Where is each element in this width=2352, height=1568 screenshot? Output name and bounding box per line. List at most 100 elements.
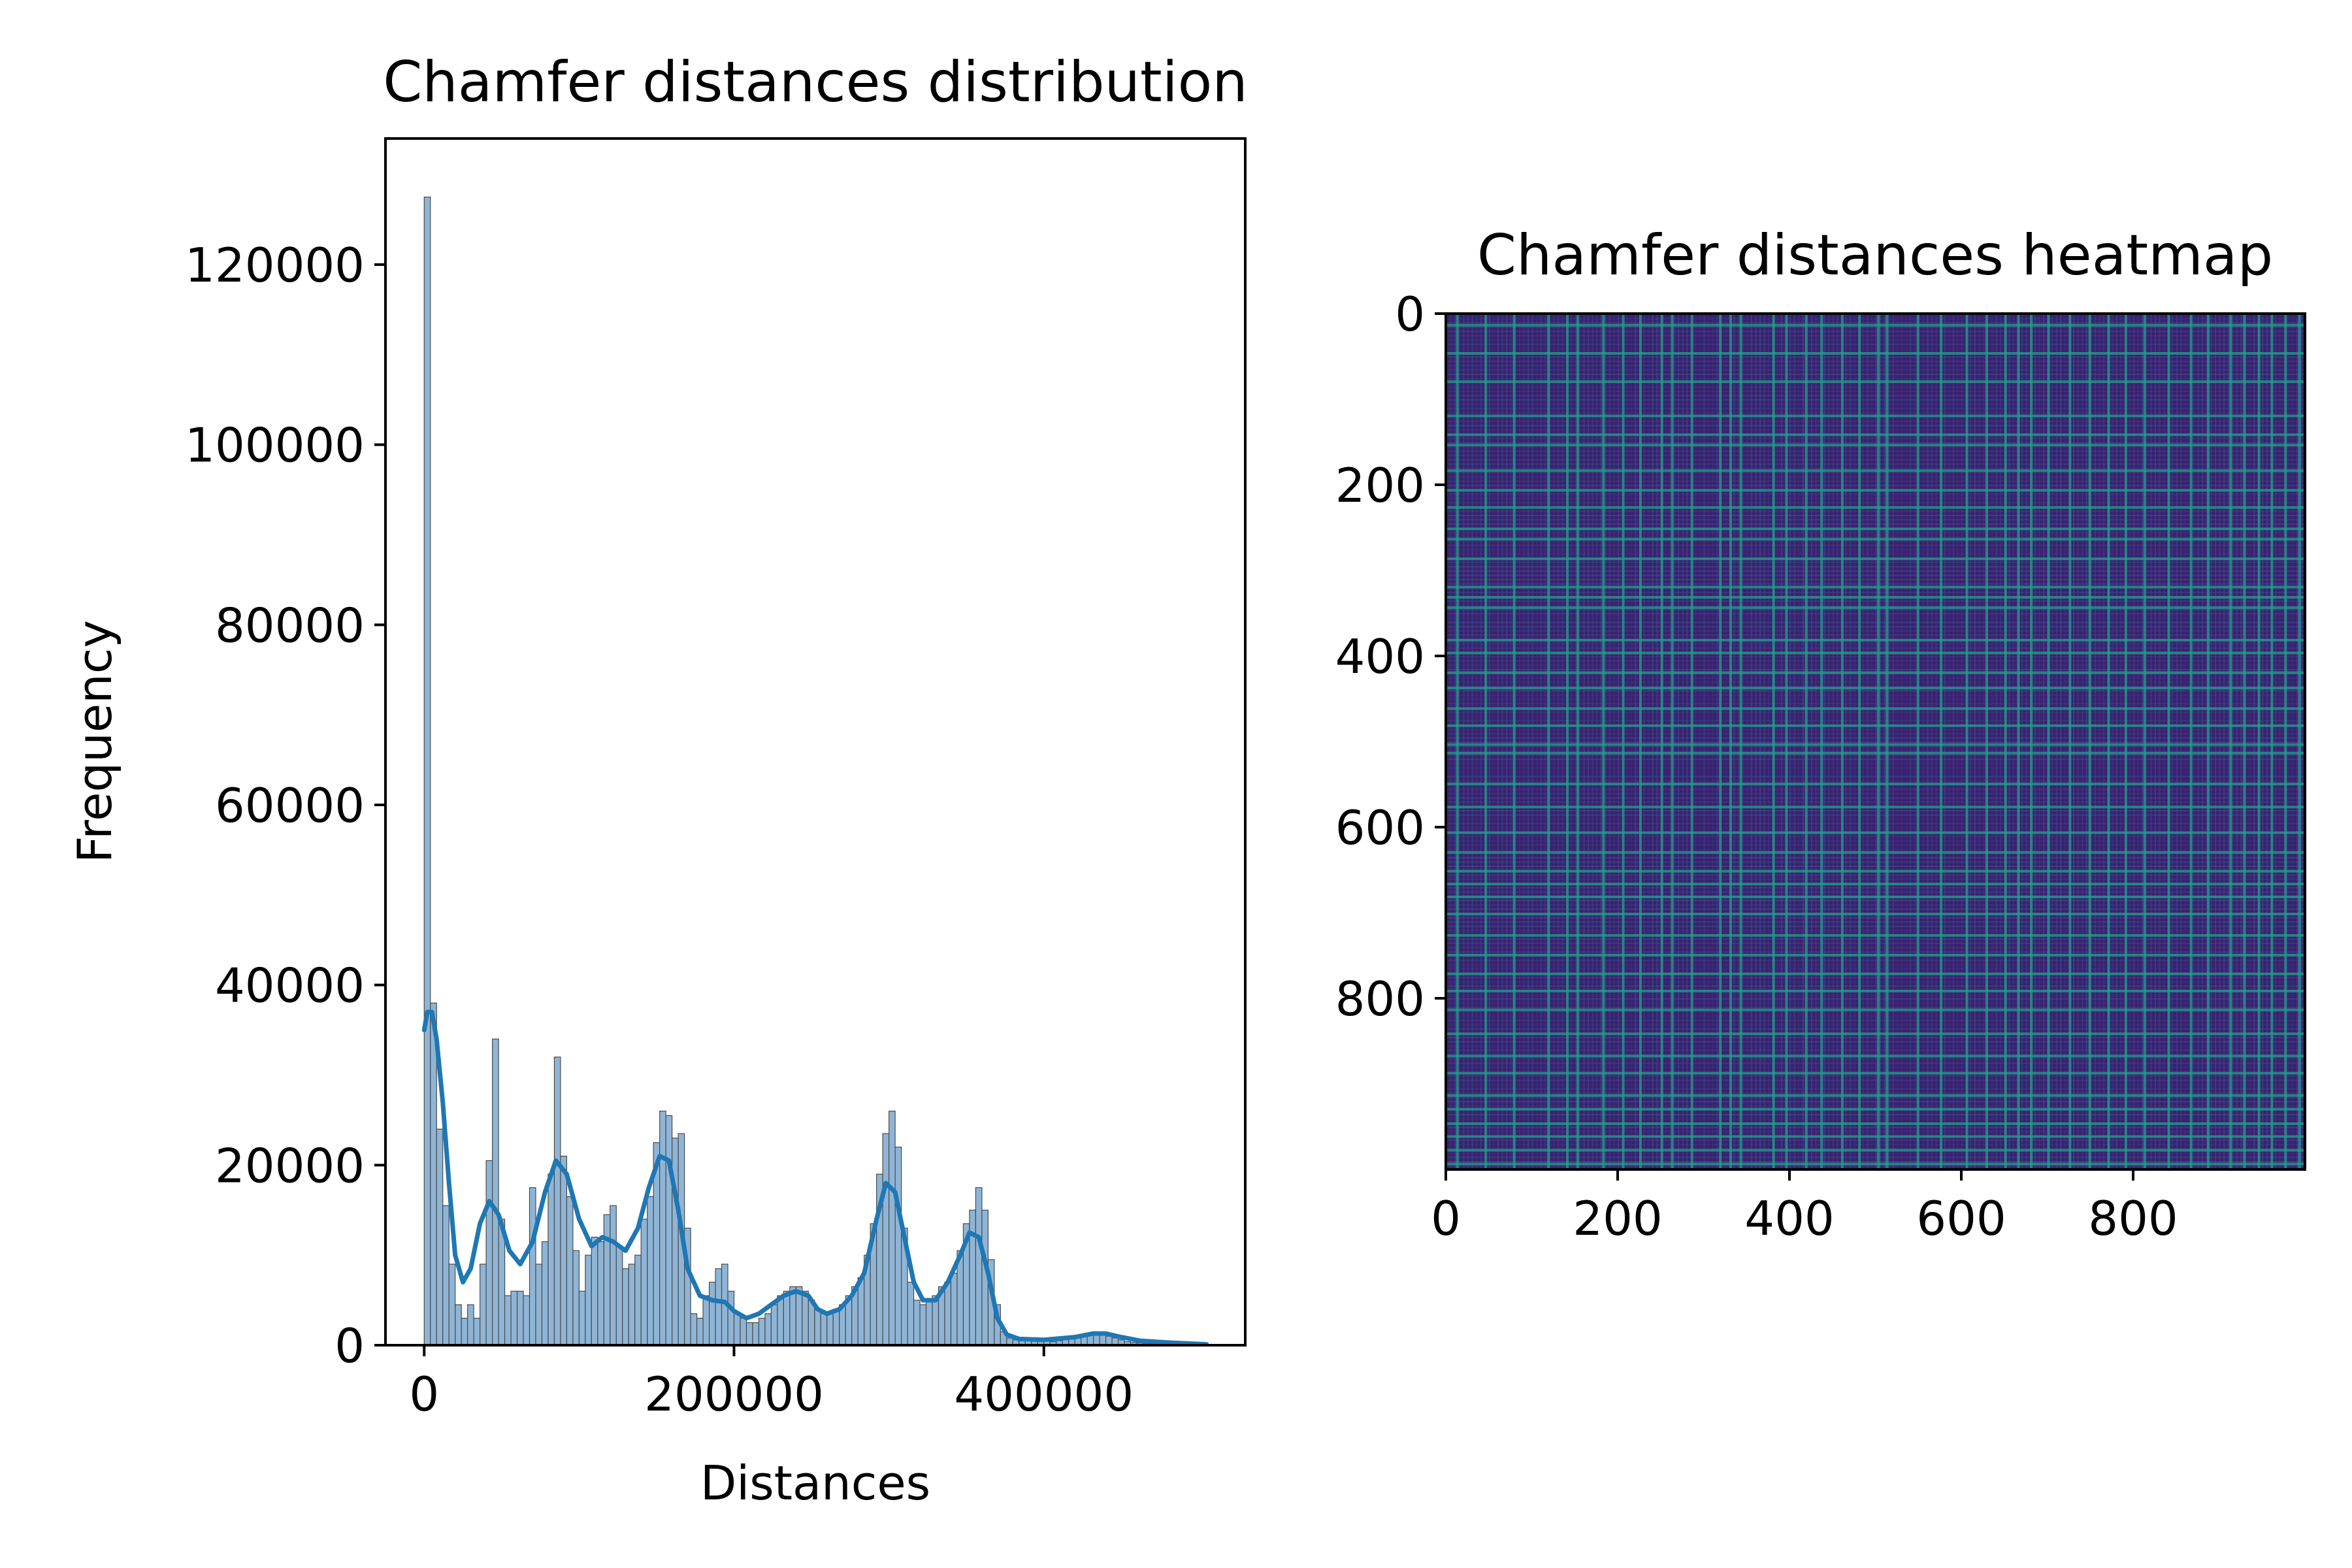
heatmap-high-row — [1446, 351, 2305, 355]
heatmap-column-band — [2055, 314, 2057, 1169]
histogram-bar — [448, 1264, 456, 1345]
heatmap-row-band — [1446, 514, 2305, 517]
heatmap-column-band — [1682, 314, 1684, 1169]
heatmap-high-row — [1446, 883, 2305, 886]
histogram-bar — [560, 1155, 568, 1345]
heatmap-row-band — [1446, 694, 2305, 696]
heatmap-column-band — [2202, 314, 2204, 1169]
heatmap-row-band — [1446, 373, 2305, 375]
histogram-bar — [925, 1299, 933, 1345]
heatmap-row-band — [1446, 664, 2305, 666]
histogram-bar — [913, 1299, 921, 1345]
histogram-bar — [591, 1236, 598, 1345]
histogram-bar — [690, 1313, 698, 1345]
heatmap-row-band — [1446, 720, 2305, 722]
heatmap-column-band — [1725, 314, 1727, 1169]
heatmap-column-band — [2120, 314, 2122, 1169]
histogram-bars — [423, 196, 1212, 1345]
heatmap-column-band — [1820, 314, 1821, 1169]
heatmap-row-band — [1446, 1113, 2305, 1116]
heatmap-high-column — [2257, 314, 2261, 1169]
heatmap-row-band — [1446, 789, 2305, 791]
heatmap-column-band — [1553, 314, 1555, 1169]
heatmap-column-band — [2094, 314, 2097, 1169]
heatmap-column-band — [2146, 314, 2148, 1169]
heatmap-row-band — [1446, 827, 2305, 829]
heatmap-row-band — [1446, 544, 2305, 546]
heatmap-high-column — [2284, 314, 2287, 1169]
heatmap-column-band — [2038, 314, 2040, 1169]
heatmap-column-band — [1699, 314, 1701, 1169]
heatmap-high-row — [1446, 671, 2305, 674]
heatmap-column-band — [1815, 314, 1817, 1169]
heatmap-high-row — [1446, 895, 2305, 898]
heatmap-high-column — [1805, 314, 1808, 1169]
heatmap-high-column — [1877, 314, 1880, 1169]
heatmap-row-band — [1446, 998, 2305, 1000]
heatmap-title: Chamfer distances heatmap — [1477, 223, 2273, 288]
heatmap-row-band — [1446, 861, 2305, 863]
heatmap-row-band — [1446, 1066, 2305, 1068]
heatmap-row-band — [1446, 1148, 2305, 1150]
heatmap-row-band — [1446, 326, 2305, 328]
heatmap-high-row — [1446, 489, 2305, 492]
heatmap-column-band — [2112, 314, 2114, 1169]
heatmap-column-band — [1901, 314, 1903, 1169]
heatmap-row-band — [1446, 604, 2305, 606]
histogram-bar — [455, 1304, 462, 1345]
heatmap-row-band — [1446, 403, 2305, 405]
histogram-y-tick-label: 100000 — [185, 418, 365, 473]
heatmap-high-row — [1446, 743, 2305, 746]
heatmap-high-row — [1446, 538, 2305, 541]
heatmap-row-band — [1446, 977, 2305, 979]
heatmap-column-band — [2172, 314, 2174, 1169]
heatmap-column-band — [1789, 314, 1791, 1169]
heatmap-row-band — [1446, 1126, 2305, 1128]
heatmap-high-column — [2124, 314, 2127, 1169]
heatmap-row-band — [1446, 608, 2305, 611]
heatmap-column-band — [1648, 314, 1650, 1169]
heatmap-chart: Chamfer distances heatmap 0 200 400 600 800 … — [1335, 223, 2306, 1246]
heatmap-row-band — [1446, 728, 2305, 730]
heatmap-row-band — [1446, 459, 2305, 461]
heatmap-row-band — [1446, 467, 2305, 469]
heatmap-column-band — [2249, 314, 2251, 1169]
heatmap-row-band — [1446, 1019, 2305, 1021]
heatmap-row-band — [1446, 1139, 2305, 1141]
histogram-bar — [436, 1128, 444, 1345]
heatmap-row-band — [1446, 814, 2305, 816]
heatmap-x-tick-label: 200 — [1573, 1191, 1662, 1246]
heatmap-high-row — [1446, 851, 2305, 854]
heatmap-row-band — [1446, 566, 2305, 568]
heatmap-row-band — [1446, 1062, 2305, 1064]
heatmap-high-row — [1446, 1054, 2305, 1058]
heatmap-row-band — [1446, 442, 2305, 444]
heatmap-row-band — [1446, 502, 2305, 504]
heatmap-row-band — [1446, 463, 2305, 465]
heatmap-column-band — [2240, 314, 2242, 1169]
heatmap-high-row — [1446, 606, 2305, 610]
heatmap-high-row — [1446, 596, 2305, 599]
heatmap-column-band — [1867, 314, 1869, 1169]
heatmap-high-column — [2167, 314, 2170, 1169]
heatmap-row-band — [1446, 745, 2305, 747]
histogram-bar — [889, 1111, 896, 1345]
heatmap-row-band — [1446, 917, 2305, 919]
histogram-bar — [615, 1245, 623, 1345]
heatmap-row-band — [1446, 818, 2305, 821]
heatmap-column-band — [1467, 314, 1469, 1169]
heatmap-column-band — [1463, 314, 1465, 1169]
histogram-y-tick-label: 60000 — [215, 778, 365, 833]
heatmap-row-band — [1446, 742, 2305, 743]
heatmap-high-row — [1446, 831, 2305, 834]
heatmap-column-band — [2197, 314, 2199, 1169]
heatmap-row-band — [1446, 579, 2305, 581]
heatmap-row-band — [1446, 947, 2305, 949]
heatmap-high-column — [1576, 314, 1579, 1169]
heatmap-row-band — [1446, 1105, 2305, 1107]
heatmap-row-band — [1446, 365, 2305, 367]
heatmap-column-band — [2274, 314, 2277, 1169]
heatmap-row-band — [1446, 823, 2305, 825]
heatmap-high-column — [2107, 314, 2110, 1169]
heatmap-high-column — [1484, 314, 1488, 1169]
